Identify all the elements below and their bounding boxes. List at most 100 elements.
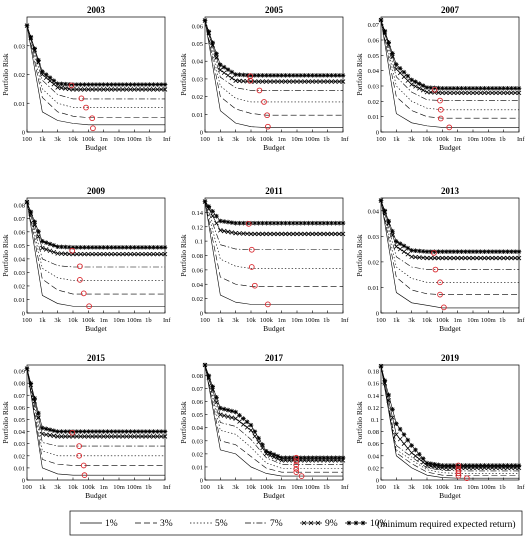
series-marker-10pct [151, 245, 156, 250]
y-tick-label: 0.14 [192, 210, 204, 217]
series-marker-10pct [97, 245, 103, 250]
series-marker-10pct [43, 240, 49, 245]
optimum-marker [298, 473, 305, 479]
series-marker-9pct [225, 73, 231, 78]
series-marker-10pct [97, 429, 103, 434]
series-marker-10pct [124, 82, 129, 87]
x-tick-label: 100 [376, 317, 386, 324]
series-line-10pct [204, 364, 343, 459]
series-marker-10pct [283, 73, 288, 78]
panel-title: 2007 [441, 5, 460, 15]
series-marker-10pct [482, 86, 487, 91]
series-marker-9pct [233, 416, 238, 421]
series-marker-10pct [128, 245, 133, 250]
series-marker-10pct [158, 245, 164, 250]
y-axis-label: Portfolio Risk [1, 53, 10, 96]
series-marker-9pct [55, 251, 60, 256]
series-marker-10pct [237, 413, 242, 418]
series-marker-10pct [329, 220, 334, 226]
optimum-marker [245, 221, 252, 227]
series-marker-10pct [225, 219, 231, 225]
series-marker-10pct [428, 461, 434, 466]
series-line-3pct [26, 25, 165, 118]
x-tick-label: 3k [54, 484, 61, 491]
series-marker-10pct [489, 463, 495, 468]
series-marker-10pct [463, 86, 468, 91]
series-marker-10pct [287, 455, 292, 461]
y-tick-label: 0.07 [14, 216, 26, 223]
series-marker-9pct [394, 432, 399, 437]
series-marker-10pct [516, 463, 522, 468]
series-marker-10pct [440, 463, 445, 468]
series-line-9pct [204, 364, 343, 461]
series-marker-9pct [340, 231, 346, 237]
series-marker-9pct [101, 251, 106, 257]
series-marker-9pct [432, 255, 437, 261]
series-marker-9pct [336, 79, 342, 84]
optimum-marker [265, 301, 271, 308]
y-tick-label: 0.02 [14, 453, 25, 460]
series-marker-9pct [43, 247, 49, 252]
x-tick-label: 10k [422, 484, 433, 491]
series-marker-9pct [109, 87, 114, 92]
series-marker-10pct [325, 220, 330, 226]
series-marker-9pct [463, 90, 468, 96]
series-marker-9pct [482, 255, 487, 261]
series-marker-10pct [135, 429, 141, 434]
series-marker-9pct [162, 87, 168, 92]
x-tick-label: 1m [454, 136, 462, 143]
series-marker-9pct [279, 231, 284, 237]
series-marker-10pct [120, 245, 126, 250]
panel-2009: 2009 0 0.01 0.02 0.03 0.04 0.05 0.06 0.07 0.08 100… [1, 186, 171, 333]
series-marker-9pct [59, 251, 64, 256]
series-marker-10pct [463, 463, 468, 468]
series-marker-10pct [333, 220, 338, 226]
series-marker-10pct [32, 219, 37, 224]
series-marker-9pct [74, 251, 80, 257]
y-tick-label: 0.01 [14, 101, 25, 108]
series-marker-10pct [128, 82, 133, 87]
x-tick-label: Inf [163, 484, 171, 491]
optimum-marker [78, 95, 85, 102]
series-marker-10pct [162, 82, 168, 87]
series-marker-10pct [260, 220, 265, 226]
series-marker-9pct [417, 255, 422, 260]
series-marker-9pct [420, 255, 426, 261]
series-marker-10pct [290, 455, 296, 461]
y-tick-label: 0.03 [368, 234, 379, 241]
series-marker-10pct [317, 455, 323, 461]
series-marker-10pct [70, 245, 76, 250]
panel-2013: 2013 0 0.01 0.02 0.03 0.04 100 1k 3k 10k 100k 1m 10m… [355, 186, 525, 333]
optimum-marker [265, 123, 271, 130]
series-marker-10pct [74, 245, 80, 250]
series-marker-10pct [394, 239, 399, 244]
series-marker-9pct [397, 436, 403, 442]
y-tick-label: 0.03 [14, 441, 25, 448]
x-tick-label: 1b [145, 317, 152, 324]
series-marker-9pct [135, 87, 141, 92]
x-tick-label: 3k [408, 484, 415, 491]
y-tick-label: 0 [22, 130, 25, 137]
series-marker-10pct [116, 82, 122, 87]
x-tick-label: Inf [341, 317, 349, 324]
series-marker-10pct [24, 199, 30, 205]
series-marker-9pct [101, 434, 106, 439]
series-marker-10pct [93, 429, 99, 434]
x-tick-label: 10m [113, 484, 125, 491]
series-marker-10pct [70, 429, 76, 434]
x-axis-label: Budget [85, 491, 108, 500]
series-marker-10pct [105, 429, 110, 434]
series-marker-9pct [401, 249, 407, 254]
optimum-marker [89, 115, 96, 122]
series-marker-10pct [325, 455, 330, 461]
series-marker-10pct [428, 249, 434, 254]
x-tick-label: 1k [217, 484, 224, 491]
optimum-marker [248, 246, 255, 253]
series-marker-10pct [214, 395, 219, 400]
y-tick-label: 0.01 [192, 464, 203, 471]
optimum-marker [455, 472, 462, 479]
series-marker-10pct [409, 248, 414, 253]
series-marker-10pct [474, 249, 480, 254]
series-marker-10pct [470, 249, 476, 254]
series-marker-10pct [155, 429, 160, 434]
